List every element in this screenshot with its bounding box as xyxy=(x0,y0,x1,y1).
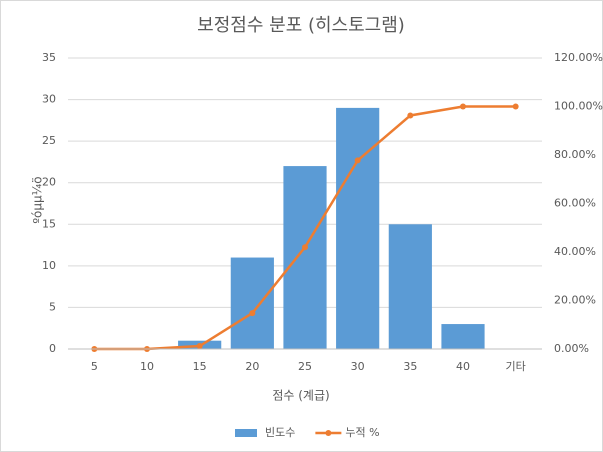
x-tick-label: 40 xyxy=(456,360,470,373)
y2-tick-label: 0.00% xyxy=(554,342,589,355)
y-tick-label: 10 xyxy=(42,259,56,272)
y-tick-label: 5 xyxy=(49,300,56,313)
x-axis-title: 점수 (계급) xyxy=(272,389,329,403)
y2-tick-label: 120.00% xyxy=(554,51,603,64)
x-tick-label: 20 xyxy=(245,360,259,373)
y-tick-label: 25 xyxy=(42,134,56,147)
legend-swatch xyxy=(235,429,257,437)
line-marker xyxy=(302,244,308,251)
y-tick-label: 20 xyxy=(42,176,56,189)
y-tick-label: 0 xyxy=(49,342,56,355)
line-marker xyxy=(512,103,519,110)
y2-tick-label: 20.00% xyxy=(554,294,596,307)
legend-label: 누적 % xyxy=(345,426,379,439)
x-tick-label: 기타 xyxy=(506,360,526,373)
y2-tick-label: 100.00% xyxy=(554,100,603,113)
y-tick-label: 15 xyxy=(42,217,56,230)
line-marker xyxy=(354,157,361,164)
bar xyxy=(388,224,432,349)
bar xyxy=(336,107,380,349)
line-marker xyxy=(196,343,203,350)
line-marker xyxy=(460,103,466,110)
line-marker xyxy=(407,112,414,119)
legend-swatch xyxy=(325,430,332,436)
y-axis-title: ºóµµ¼ö xyxy=(31,176,45,223)
y2-tick-label: 40.00% xyxy=(554,245,596,258)
line-marker xyxy=(249,310,256,317)
bar xyxy=(441,324,485,349)
legend-label: 빈도수 xyxy=(265,426,295,439)
y2-tick-label: 80.00% xyxy=(554,148,596,161)
y-tick-label: 30 xyxy=(42,93,56,106)
chart-title: 보정점수 분포 (히스토그램) xyxy=(197,15,405,36)
x-tick-label: 35 xyxy=(403,360,417,373)
x-tick-label: 30 xyxy=(351,360,365,373)
y-tick-label: 35 xyxy=(42,51,56,64)
bar xyxy=(283,166,327,349)
x-tick-label: 10 xyxy=(140,360,154,373)
bar xyxy=(230,257,274,349)
x-tick-label: 5 xyxy=(91,360,98,373)
x-tick-label: 15 xyxy=(193,360,207,373)
y2-tick-label: 60.00% xyxy=(554,197,596,210)
x-tick-label: 25 xyxy=(298,360,312,373)
